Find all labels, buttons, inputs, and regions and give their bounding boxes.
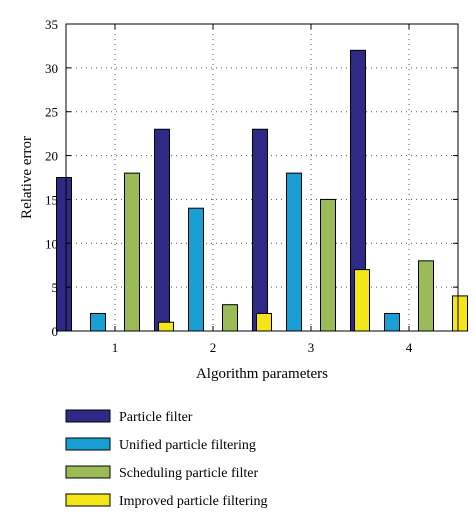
bar-2-1: [90, 312, 106, 332]
bar-4-2: [256, 312, 272, 332]
bar-3-4: [418, 260, 434, 332]
bar-4-3: [354, 269, 370, 332]
y-tick-label: 35: [45, 17, 58, 32]
bar-3-1: [124, 172, 140, 332]
x-tick-label: 1: [112, 340, 119, 355]
y-axis-label: Relative error: [19, 136, 35, 219]
bar-1-2: [154, 128, 170, 332]
legend-swatch: [65, 437, 111, 451]
bar-4-4: [452, 295, 468, 332]
bars: [56, 49, 468, 332]
legend-swatch: [65, 409, 111, 423]
y-tick-label: 20: [45, 149, 58, 164]
bar-4-1: [158, 321, 174, 332]
y-tick-label: 15: [45, 192, 58, 207]
legend: Particle filter Unified particle filterin…: [65, 409, 268, 509]
bar-1-3: [252, 128, 268, 332]
legend-label: Scheduling particle filter: [119, 466, 259, 481]
bar-3-3: [320, 198, 336, 332]
bar-3-2: [222, 304, 238, 332]
legend-swatch: [65, 493, 111, 507]
y-tick-label: 25: [45, 105, 58, 120]
x-axis-label: Algorithm parameters: [196, 366, 328, 382]
bar-1-1: [56, 177, 72, 332]
y-tick-label: 30: [45, 61, 58, 76]
legend-label: Particle filter: [119, 410, 193, 425]
legend-label: Improved particle filtering: [119, 494, 268, 509]
y-axis-ticks: 0 5 10 15 20 25 30 35: [45, 17, 458, 339]
legend-swatch: [65, 465, 111, 479]
bar-2-4: [384, 312, 400, 332]
x-axis-ticks: 1 2 3 4: [112, 24, 413, 355]
x-tick-label: 2: [210, 340, 217, 355]
y-tick-label: 0: [52, 324, 59, 339]
y-tick-label: 10: [45, 236, 58, 251]
plot-frame: [65, 23, 459, 332]
legend-label: Unified particle filtering: [119, 438, 256, 453]
x-tick-label: 3: [308, 340, 315, 355]
y-tick-label: 5: [52, 280, 59, 295]
bar-2-2: [188, 207, 204, 332]
bar-2-3: [286, 172, 302, 332]
x-tick-label: 4: [406, 340, 413, 355]
